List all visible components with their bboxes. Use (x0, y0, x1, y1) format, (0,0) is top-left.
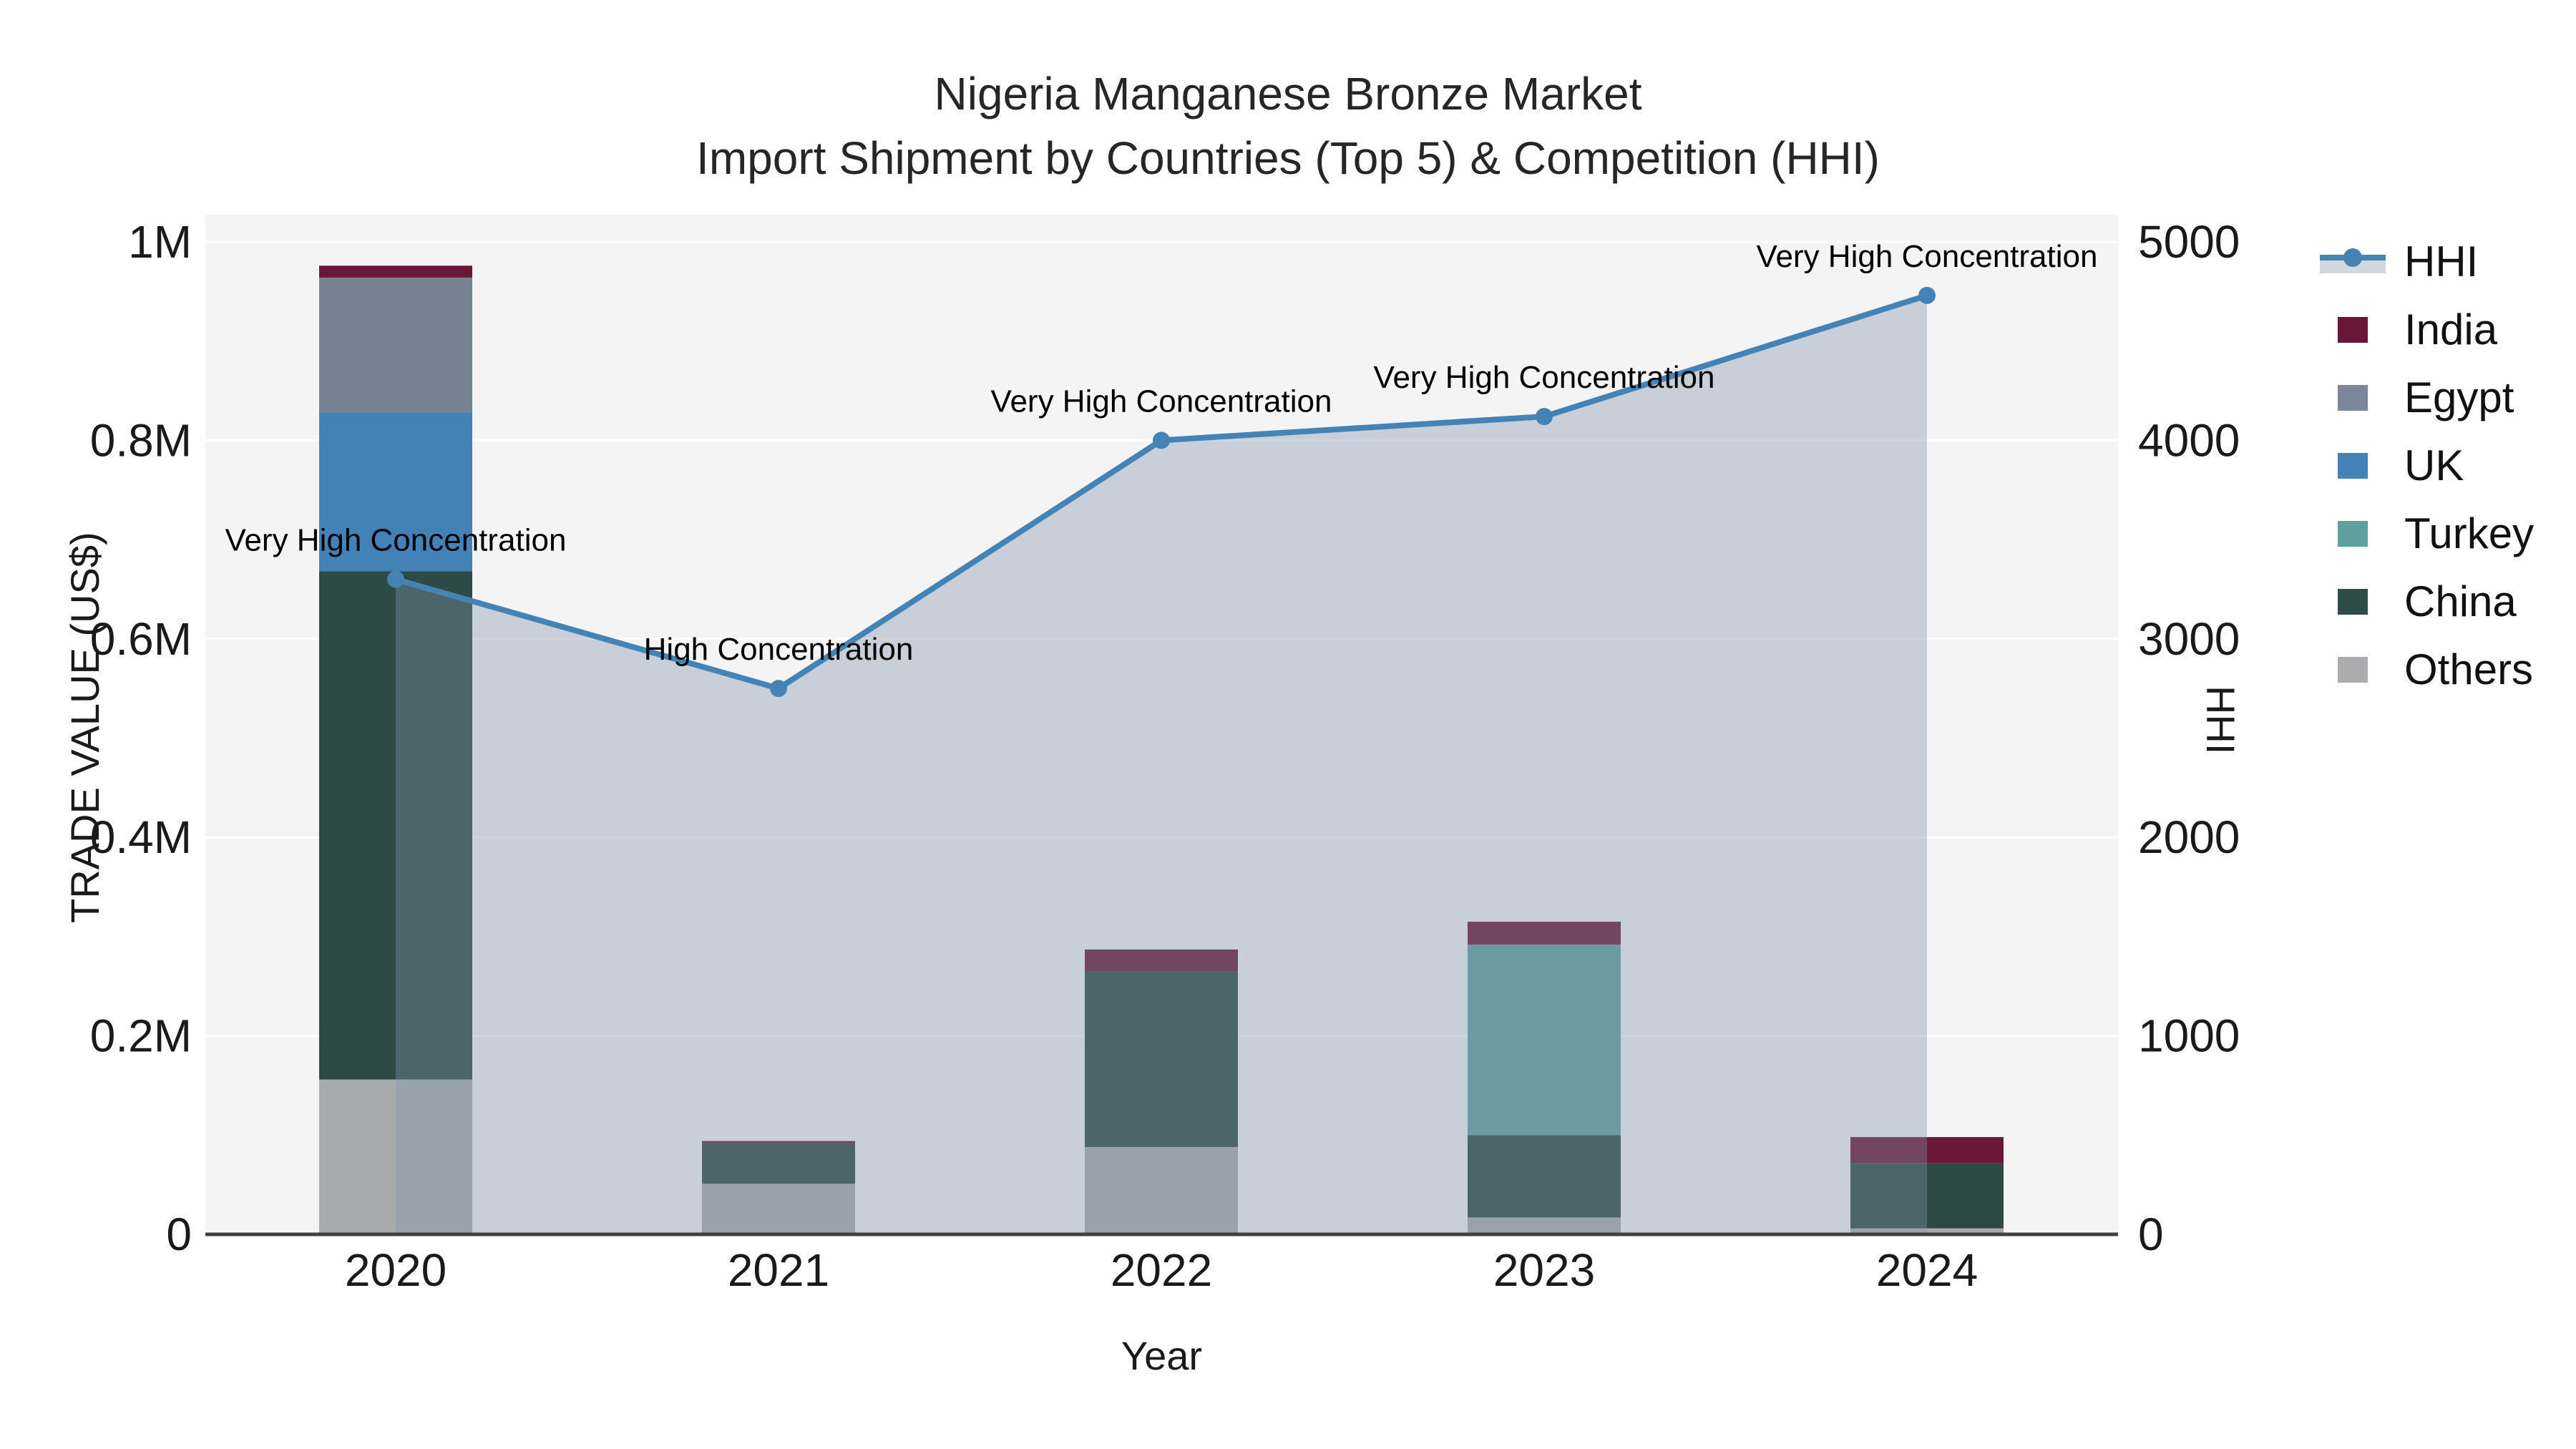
legend-label-turkey: Turkey (2404, 509, 2534, 557)
color-swatch (2338, 384, 2368, 411)
legend-label-uk: UK (2404, 441, 2464, 489)
x-axis-title: Year (1121, 1333, 1203, 1378)
legend-label-others: Others (2404, 645, 2534, 693)
left-tick-0.4M: 0.4M (90, 811, 192, 863)
bar-india-2023 (1468, 922, 1621, 945)
egypt-swatch-icon (2317, 384, 2389, 411)
left-tick-0.8M: 0.8M (90, 414, 192, 466)
left-tick-0.6M: 0.6M (90, 613, 192, 665)
chart-title: Nigeria Manganese Bronze Market (934, 68, 1642, 119)
x-tick-2024: 2024 (1876, 1244, 1978, 1296)
left-axis-title: TRADE VALUE (US$) (62, 532, 107, 923)
hhi-line-icon (2317, 243, 2389, 280)
legend-item-uk: UK (2317, 431, 2534, 499)
hhi-annotation-2023: Very High Concentration (1374, 360, 1715, 395)
others-swatch-icon (2317, 656, 2389, 683)
bar-india-2020 (319, 265, 472, 278)
legend-label-hhi: HHI (2404, 238, 2479, 286)
color-swatch (2338, 520, 2368, 547)
hhi-annotation-2022: Very High Concentration (991, 384, 1332, 419)
legend-item-india: India (2317, 296, 2534, 364)
x-tick-2023: 2023 (1493, 1244, 1595, 1296)
legend-item-hhi: HHI (2317, 228, 2534, 296)
bar-others-2022 (1085, 1146, 1238, 1234)
legend-item-egypt: Egypt (2317, 364, 2534, 431)
hhi-marker-2021 (770, 680, 787, 698)
bar-india-2021 (702, 1141, 855, 1143)
x-tick-2021: 2021 (728, 1244, 829, 1296)
hhi-annotation-2024: Very High Concentration (1757, 239, 2098, 274)
legend-item-others: Others (2317, 635, 2534, 703)
right-axis-title: HHI (2198, 686, 2243, 755)
right-tick-2000: 2000 (2138, 811, 2240, 863)
bar-china-2024 (1850, 1163, 2004, 1229)
chart-subtitle: Import Shipment by Countries (Top 5) & C… (696, 132, 1880, 184)
legend: HHI India Egypt UK Turkey China Others (2317, 228, 2534, 703)
right-tick-1000: 1000 (2138, 1010, 2240, 1062)
right-tick-4000: 4000 (2138, 414, 2240, 466)
china-swatch-icon (2317, 588, 2389, 615)
x-tick-2020: 2020 (345, 1244, 447, 1296)
color-swatch (2338, 656, 2368, 683)
color-swatch (2338, 316, 2368, 343)
right-tick-5000: 5000 (2138, 216, 2240, 268)
bar-china-2023 (1468, 1135, 1621, 1218)
hhi-annotation-2020: Very High Concentration (225, 523, 567, 558)
legend-item-china: China (2317, 567, 2534, 635)
hhi-marker-2022 (1153, 431, 1170, 449)
hhi-marker-2024 (1918, 286, 1936, 304)
bar-china-2022 (1085, 971, 1238, 1147)
legend-label-egypt: Egypt (2404, 374, 2514, 421)
left-tick-0.2M: 0.2M (90, 1010, 192, 1062)
left-tick-1M: 1M (128, 216, 192, 268)
bar-egypt-2020 (319, 277, 472, 413)
bar-turkey-2023 (1468, 944, 1621, 1136)
hhi-legend-glyph (2320, 248, 2386, 273)
bar-others-2023 (1468, 1217, 1621, 1234)
bar-india-2022 (1085, 949, 1238, 972)
uk-swatch-icon (2317, 452, 2389, 479)
right-tick-3000: 3000 (2138, 613, 2240, 665)
bar-others-2020 (319, 1079, 472, 1234)
bar-india-2024 (1850, 1137, 2004, 1163)
left-tick-0: 0 (166, 1209, 192, 1260)
turkey-swatch-icon (2317, 520, 2389, 547)
legend-label-india: India (2404, 306, 2498, 353)
legend-item-turkey: Turkey (2317, 499, 2534, 567)
x-tick-2022: 2022 (1111, 1244, 1212, 1296)
bar-uk-2020 (319, 412, 472, 572)
india-swatch-icon (2317, 316, 2389, 343)
color-swatch (2338, 588, 2368, 615)
bar-china-2020 (319, 571, 472, 1080)
hhi-marker-2023 (1536, 408, 1553, 426)
hhi-area (396, 295, 1927, 1234)
bar-others-2024 (1850, 1228, 2004, 1234)
bar-china-2021 (702, 1143, 855, 1184)
right-tick-0: 0 (2138, 1209, 2164, 1260)
legend-label-china: China (2404, 577, 2517, 625)
color-swatch (2338, 452, 2368, 479)
hhi-annotation-2021: High Concentration (644, 632, 914, 667)
bar-others-2021 (702, 1184, 855, 1234)
hhi-marker-2020 (387, 570, 404, 588)
